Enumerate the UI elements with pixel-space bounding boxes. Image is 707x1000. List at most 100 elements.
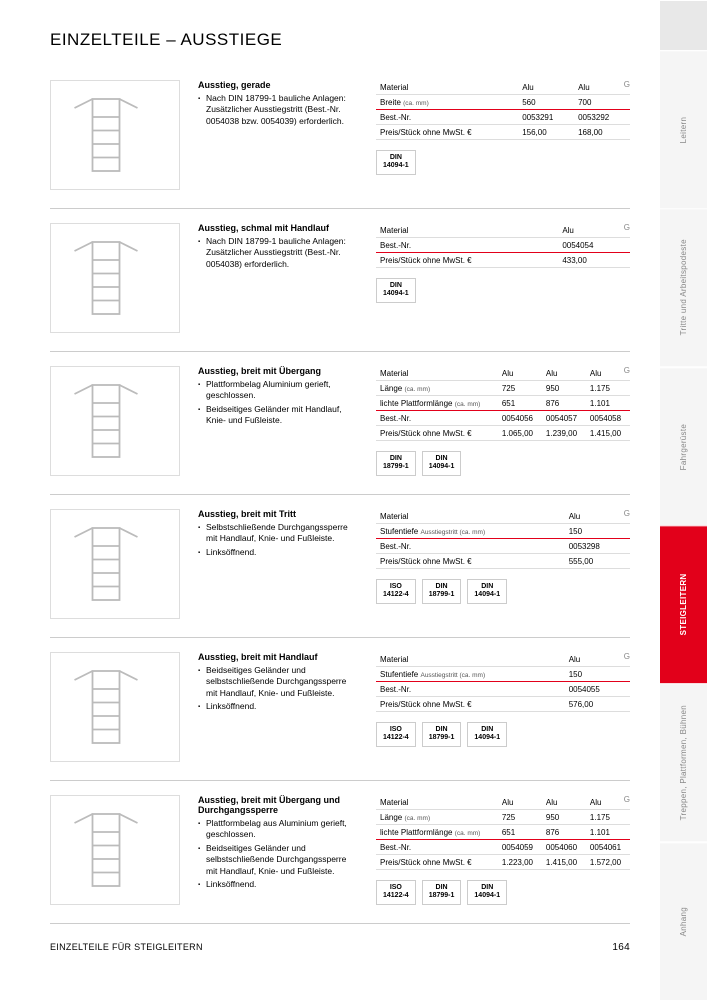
g-tag: G xyxy=(624,652,630,661)
badges: ISO14122-4DIN18799-1DIN14094-1 xyxy=(376,722,630,747)
product-bullets: Nach DIN 18799-1 bauliche Anlagen: Zusät… xyxy=(198,93,358,127)
row-label: Material xyxy=(376,366,498,381)
page-footer: EINZELTEILE FÜR STEIGLEITERN 164 xyxy=(50,942,630,953)
standard-badge: DIN14094-1 xyxy=(422,451,462,476)
table-row: Best.-Nr.005405900540600054061 xyxy=(376,840,630,855)
sidebar-tab[interactable]: STEIGLEITERN xyxy=(660,525,707,683)
row-value: 651 xyxy=(498,396,542,411)
row-value: 150 xyxy=(565,524,630,539)
product-bullet: Linksöffnend. xyxy=(198,547,358,558)
product-title: Ausstieg, breit mit Tritt xyxy=(198,509,358,519)
row-value: Alu xyxy=(565,509,630,524)
product-bullet: Linksöffnend. xyxy=(198,879,358,890)
g-tag: G xyxy=(624,80,630,89)
row-label: lichte Plattformlänge (ca. mm) xyxy=(376,396,498,411)
row-value: 433,00 xyxy=(558,253,630,268)
product-image xyxy=(50,652,180,762)
row-label: Material xyxy=(376,80,518,95)
badges: DIN14094-1 xyxy=(376,150,630,175)
row-value: 0054057 xyxy=(542,411,586,426)
standard-badge: DIN18799-1 xyxy=(422,579,462,604)
sidebar-tab[interactable]: Tritte und Arbeitspodeste xyxy=(660,208,707,366)
row-value: Alu xyxy=(542,795,586,810)
table-row: MaterialAlu xyxy=(376,509,630,524)
table-row: Preis/Stück ohne MwSt. €1.223,001.415,00… xyxy=(376,855,630,870)
standard-badge: DIN18799-1 xyxy=(422,880,462,905)
products-list: Ausstieg, geradeNach DIN 18799-1 baulich… xyxy=(50,80,630,924)
table-row: Stufentiefe Ausstiegstritt (ca. mm)150 xyxy=(376,524,630,539)
table-row: MaterialAluAlu xyxy=(376,80,630,95)
table-row: MaterialAlu xyxy=(376,223,630,238)
product-description: Ausstieg, schmal mit HandlaufNach DIN 18… xyxy=(198,223,358,333)
badges: ISO14122-4DIN18799-1DIN14094-1 xyxy=(376,880,630,905)
data-table: MaterialAluStufentiefe Ausstiegstritt (c… xyxy=(376,652,630,712)
row-value: 0054056 xyxy=(498,411,542,426)
product-bullet: Beidseitiges Geländer und selbstschließe… xyxy=(198,665,358,699)
row-label: Preis/Stück ohne MwSt. € xyxy=(376,426,498,441)
row-label: Breite (ca. mm) xyxy=(376,95,518,110)
row-value: 1.175 xyxy=(586,810,630,825)
data-table: MaterialAluAluAluLänge (ca. mm)7259501.1… xyxy=(376,366,630,441)
row-value: 0054060 xyxy=(542,840,586,855)
product-image xyxy=(50,366,180,476)
sidebar-tab[interactable]: Fahrgerüste xyxy=(660,367,707,525)
table-row: lichte Plattformlänge (ca. mm)6518761.10… xyxy=(376,396,630,411)
table-row: Best.-Nr.0054054 xyxy=(376,238,630,253)
product-bullets: Plattformbelag Aluminium gerieft, geschl… xyxy=(198,379,358,427)
row-value: 0054054 xyxy=(558,238,630,253)
table-row: Best.-Nr.0054055 xyxy=(376,682,630,697)
product-bullets: Beidseitiges Geländer und selbstschließe… xyxy=(198,665,358,713)
standard-badge: DIN14094-1 xyxy=(467,579,507,604)
row-value: 0054061 xyxy=(586,840,630,855)
product-description: Ausstieg, geradeNach DIN 18799-1 baulich… xyxy=(198,80,358,190)
row-value: 0054055 xyxy=(565,682,630,697)
row-value: Alu xyxy=(558,223,630,238)
product-image xyxy=(50,80,180,190)
product-description: Ausstieg, breit mit Übergang Plattformbel… xyxy=(198,366,358,476)
product-title: Ausstieg, breit mit Übergang xyxy=(198,366,358,376)
product-description: Ausstieg, breit mit Übergang und Durchga… xyxy=(198,795,358,905)
row-value: 555,00 xyxy=(565,554,630,569)
product-bullets: Selbstschließende Durchgangssperre mit H… xyxy=(198,522,358,558)
row-value: 156,00 xyxy=(518,125,574,140)
product-description: Ausstieg, breit mit HandlaufBeidseitiges… xyxy=(198,652,358,762)
product-data: GMaterialAluAluAluLänge (ca. mm)7259501.… xyxy=(376,795,630,905)
row-value: 950 xyxy=(542,810,586,825)
badges: DIN18799-1DIN14094-1 xyxy=(376,451,630,476)
row-label: Preis/Stück ohne MwSt. € xyxy=(376,125,518,140)
page-content: EINZELTEILE – AUSSTIEGE Ausstieg, gerade… xyxy=(0,0,660,973)
data-table: MaterialAluAluBreite (ca. mm)560700Best.… xyxy=(376,80,630,140)
page-title: EINZELTEILE – AUSSTIEGE xyxy=(50,30,630,50)
row-value: 725 xyxy=(498,381,542,396)
row-value: 876 xyxy=(542,396,586,411)
sidebar-tab[interactable]: Treppen, Plattformen, Bühnen xyxy=(660,683,707,841)
row-value: 700 xyxy=(574,95,630,110)
standard-badge: ISO14122-4 xyxy=(376,579,416,604)
sidebar-tab[interactable]: Leitern xyxy=(660,50,707,208)
g-tag: G xyxy=(624,366,630,375)
product-title: Ausstieg, schmal mit Handlauf xyxy=(198,223,358,233)
row-value: Alu xyxy=(498,795,542,810)
footer-page-number: 164 xyxy=(612,942,630,953)
row-label: Stufentiefe Ausstiegstritt (ca. mm) xyxy=(376,524,565,539)
data-table: MaterialAluAluAluLänge (ca. mm)7259501.1… xyxy=(376,795,630,870)
product-data: GMaterialAluAluBreite (ca. mm)560700Best… xyxy=(376,80,630,190)
product-bullet: Selbstschließende Durchgangssperre mit H… xyxy=(198,522,358,545)
row-label: Stufentiefe Ausstiegstritt (ca. mm) xyxy=(376,667,565,682)
row-value: 725 xyxy=(498,810,542,825)
row-label: Best.-Nr. xyxy=(376,238,558,253)
row-value: 876 xyxy=(542,825,586,840)
product-title: Ausstieg, breit mit Übergang und Durchga… xyxy=(198,795,358,815)
table-row: Preis/Stück ohne MwSt. €433,00 xyxy=(376,253,630,268)
row-value: 576,00 xyxy=(565,697,630,712)
data-table: MaterialAluStufentiefe Ausstiegstritt (c… xyxy=(376,509,630,569)
table-row: Preis/Stück ohne MwSt. €576,00 xyxy=(376,697,630,712)
row-label: Best.-Nr. xyxy=(376,840,498,855)
row-value: 950 xyxy=(542,381,586,396)
row-label: Material xyxy=(376,509,565,524)
product-row: Ausstieg, schmal mit HandlaufNach DIN 18… xyxy=(50,223,630,352)
sidebar-tab[interactable]: Anhang xyxy=(660,842,707,1000)
g-tag: G xyxy=(624,223,630,232)
product-bullet: Linksöffnend. xyxy=(198,701,358,712)
sidebar-tab[interactable] xyxy=(660,0,707,50)
